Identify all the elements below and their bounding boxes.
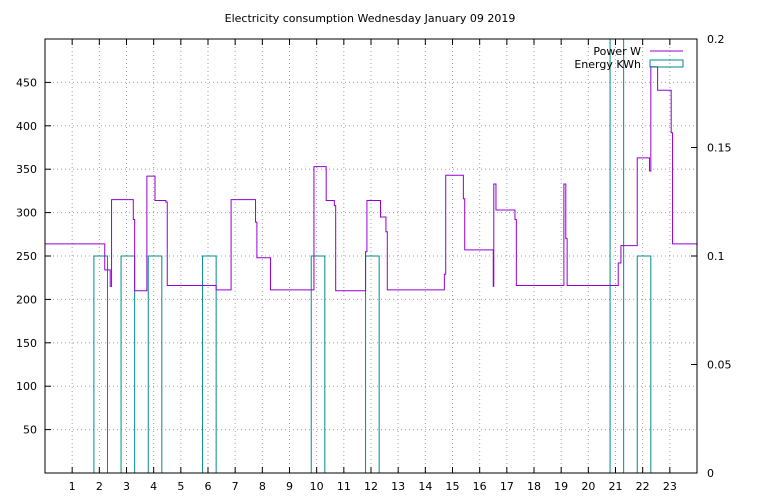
y2-tick-label: 0 <box>707 467 714 480</box>
x-tick-label: 15 <box>446 480 460 493</box>
y-tick-label: 100 <box>16 380 37 393</box>
y-tick-label: 300 <box>16 207 37 220</box>
y2-tick-label: 0.15 <box>707 142 732 155</box>
y-tick-label: 150 <box>16 337 37 350</box>
x-tick-label: 23 <box>663 480 677 493</box>
x-tick-label: 19 <box>554 480 568 493</box>
y-left-tick-labels: 50 100 150 200 250 300 350 400 450 <box>16 76 37 436</box>
x-tick-label: 3 <box>123 480 130 493</box>
energy-bar <box>310 255 326 473</box>
grid-lines <box>45 39 697 473</box>
x-tick-label: 12 <box>364 480 378 493</box>
energy-bar <box>202 255 217 473</box>
x-tick-label: 6 <box>205 480 212 493</box>
series-power-w <box>45 66 697 292</box>
x-tick-label: 10 <box>310 480 324 493</box>
y2-tick-label: 0.05 <box>707 359 732 372</box>
power-line <box>45 66 697 292</box>
x-tick-label: 14 <box>418 480 432 493</box>
x-tick-label: 8 <box>259 480 266 493</box>
y-right-tick-labels: 0 0.05 0.1 0.15 0.2 <box>707 33 732 480</box>
tick-marks <box>45 38 697 474</box>
energy-bar <box>636 255 652 473</box>
y2-tick-label: 0.2 <box>707 33 725 46</box>
x-tick-label: 13 <box>391 480 405 493</box>
x-tick-label: 5 <box>177 480 184 493</box>
y2-tick-label: 0.1 <box>707 250 725 263</box>
y-tick-label: 250 <box>16 250 37 263</box>
x-tick-label: 2 <box>96 480 103 493</box>
x-tick-label: 7 <box>232 480 239 493</box>
energy-bar <box>120 255 136 473</box>
chart-title: Electricity consumption Wednesday Januar… <box>225 12 516 25</box>
y-tick-label: 50 <box>23 424 37 437</box>
energy-bar <box>365 255 380 473</box>
x-tick-label: 1 <box>69 480 76 493</box>
legend-label-energy: Energy KWh <box>574 58 641 71</box>
x-tick-label: 17 <box>500 480 514 493</box>
x-tick-label: 21 <box>609 480 623 493</box>
energy-bar <box>93 255 108 473</box>
y-tick-label: 350 <box>16 163 37 176</box>
energy-bar <box>147 255 163 473</box>
x-tick-label: 11 <box>337 480 351 493</box>
y-tick-label: 450 <box>16 76 37 89</box>
x-tick-label: 18 <box>527 480 541 493</box>
x-tick-label: 22 <box>636 480 650 493</box>
y-tick-label: 400 <box>16 120 37 133</box>
legend-swatch-energy <box>649 59 684 68</box>
x-tick-label: 16 <box>473 480 487 493</box>
y-tick-label: 200 <box>16 293 37 306</box>
x-tick-label: 20 <box>581 480 595 493</box>
x-tick-label: 9 <box>286 480 293 493</box>
x-tick-labels: 1 2 3 4 5 6 7 8 9 10 11 12 13 14 15 16 17 18 19 20 21 22 23 <box>69 480 677 493</box>
legend: Power W Energy KWh <box>574 45 684 71</box>
legend-label-power: Power W <box>593 45 641 58</box>
x-tick-label: 4 <box>150 480 157 493</box>
